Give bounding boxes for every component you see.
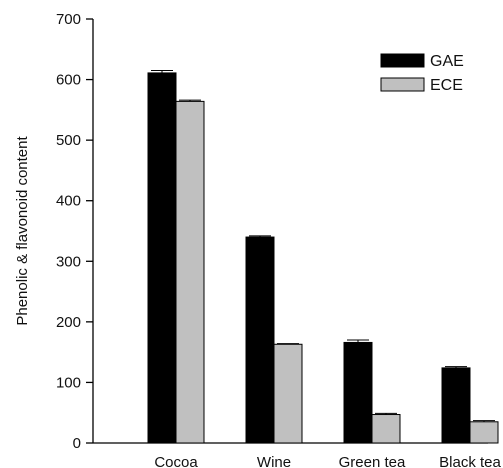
- legend-swatch-ece: [380, 77, 425, 92]
- bars: [147, 69, 499, 444]
- y-tick-label: 400: [56, 193, 81, 210]
- y-tick-label: 300: [56, 253, 81, 270]
- x-tick-label: Wine: [257, 454, 291, 468]
- y-axis: 0 100 200 300 400 500 600 700: [56, 11, 94, 452]
- x-axis: Cocoa Wine Green tea Black tea: [93, 442, 502, 468]
- legend: GAE ECE: [380, 53, 464, 94]
- bar-ece-green-tea: [371, 414, 401, 444]
- y-tick-label: 700: [56, 11, 81, 28]
- bar-gae-green-tea: [343, 341, 373, 444]
- x-tick-label: Green tea: [339, 454, 406, 468]
- legend-label-ece: ECE: [430, 77, 463, 94]
- y-tick-label: 0: [73, 435, 81, 452]
- y-tick-label: 500: [56, 132, 81, 149]
- bar-gae-cocoa: [147, 72, 177, 444]
- y-tick-label: 100: [56, 374, 81, 391]
- x-tick-label: Cocoa: [154, 454, 198, 468]
- bar-ece-cocoa: [175, 100, 205, 444]
- bar-ece-black-tea: [469, 421, 499, 444]
- bar-gae-black-tea: [441, 367, 471, 444]
- y-axis-label: Phenolic & flavonoid content: [14, 136, 31, 326]
- bar-gae-wine: [245, 236, 275, 444]
- y-tick-label: 200: [56, 314, 81, 331]
- y-tick-label: 600: [56, 72, 81, 89]
- x-tick-label: Black tea: [439, 454, 501, 468]
- legend-swatch-gae: [380, 53, 425, 68]
- bar-ece-wine: [273, 343, 303, 444]
- legend-label-gae: GAE: [430, 53, 464, 70]
